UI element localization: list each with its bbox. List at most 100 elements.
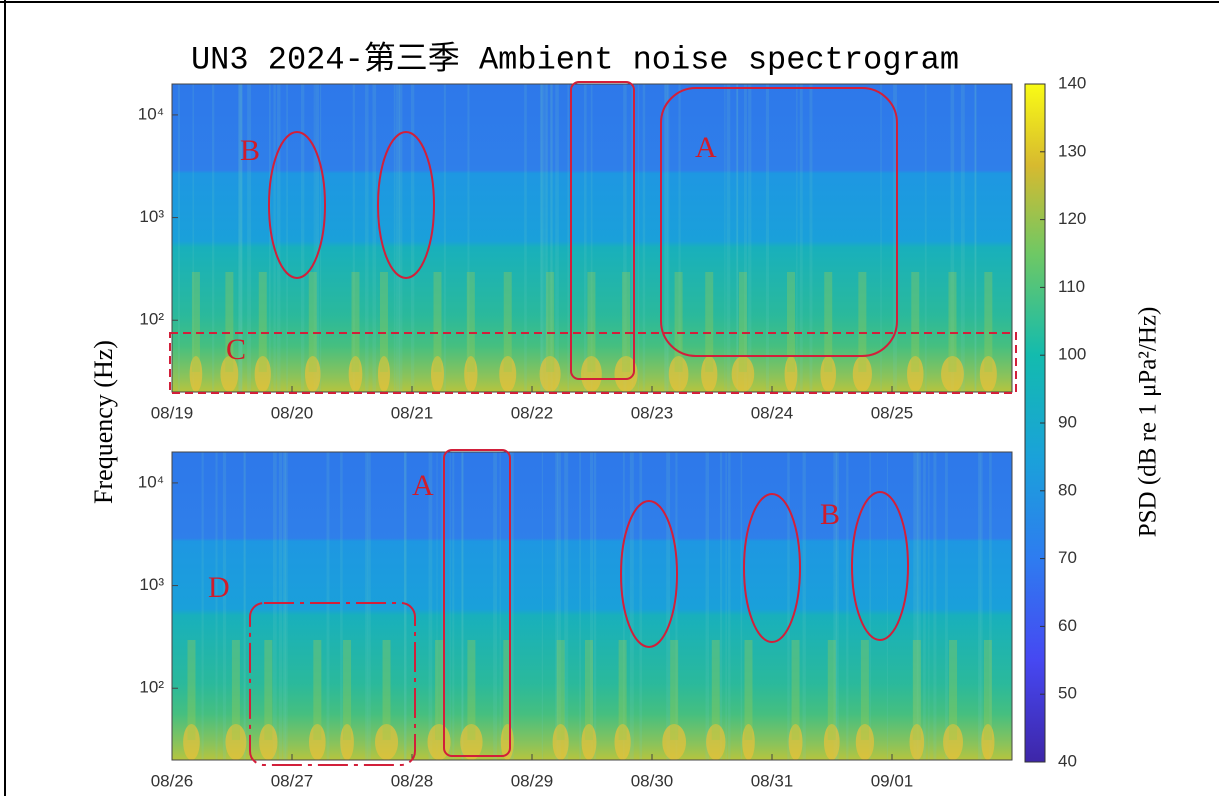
- texture: [466, 272, 475, 372]
- texture: [728, 452, 731, 760]
- texture: [320, 84, 322, 392]
- x-tick-label: 08/29: [511, 771, 554, 790]
- texture: [550, 84, 552, 392]
- x-tick-label: 08/25: [871, 403, 914, 422]
- texture: [913, 452, 917, 760]
- texture: [433, 272, 442, 372]
- axes: [171, 451, 1013, 761]
- texture: [396, 84, 400, 392]
- texture: [948, 272, 957, 372]
- texture: [240, 84, 242, 392]
- ellipse: [377, 131, 435, 279]
- texture: [238, 84, 243, 392]
- texture: [546, 84, 549, 392]
- texture: [855, 724, 875, 760]
- texture: [788, 724, 803, 760]
- texture: [374, 724, 399, 760]
- texture: [784, 356, 798, 392]
- x-tick-label: 08/22: [511, 403, 554, 422]
- box: [660, 87, 898, 357]
- annotation: A: [695, 131, 717, 164]
- texture: [268, 84, 271, 392]
- texture: [286, 84, 288, 392]
- texture: [941, 356, 964, 392]
- texture: [244, 452, 246, 760]
- texture: [743, 84, 747, 392]
- texture: [665, 84, 668, 392]
- colorbar-label: PSD (dB re 1 μPa²/Hz): [1135, 307, 1162, 538]
- x-tick-label: 08/21: [391, 403, 434, 422]
- texture: [796, 84, 798, 392]
- texture: [787, 452, 790, 760]
- x-tick-label: 08/23: [631, 403, 674, 422]
- ellipse: [268, 131, 326, 279]
- texture: [544, 84, 547, 392]
- colorbar-tick-label: 120: [1058, 209, 1086, 228]
- texture: [372, 84, 377, 392]
- texture: [231, 640, 240, 740]
- texture: [201, 452, 204, 760]
- colorbar-tick-label: 110: [1058, 277, 1085, 296]
- texture: [436, 452, 438, 760]
- texture: [979, 356, 997, 392]
- texture: [662, 724, 687, 760]
- texture: [916, 452, 921, 760]
- texture: [452, 452, 455, 760]
- texture: [460, 724, 483, 760]
- texture: [258, 272, 267, 372]
- texture: [893, 84, 897, 392]
- texture: [555, 84, 559, 392]
- texture: [309, 724, 326, 760]
- colorbar-tick-label: 70: [1058, 548, 1077, 567]
- texture: [348, 356, 363, 392]
- texture: [430, 356, 445, 392]
- texture: [493, 452, 497, 760]
- y-tick-label: 10²: [139, 678, 164, 697]
- texture: [539, 356, 561, 392]
- texture: [809, 84, 813, 392]
- colorbar-tick-label: 60: [1058, 616, 1077, 635]
- texture: [675, 452, 678, 760]
- texture: [981, 724, 995, 760]
- x-tick-label: 08/19: [151, 403, 194, 422]
- ellipse: [851, 491, 909, 641]
- annotation: B: [820, 498, 840, 531]
- texture: [259, 724, 278, 760]
- colorbar-tick-label: 90: [1058, 412, 1077, 431]
- texture: [225, 272, 234, 372]
- texture: [933, 452, 937, 760]
- x-tick-label: 08/30: [631, 771, 674, 790]
- texture: [191, 272, 200, 372]
- texture: [467, 84, 470, 392]
- texture: [666, 452, 671, 760]
- texture: [706, 724, 726, 760]
- texture: [399, 84, 403, 392]
- y-tick-label: 10³: [139, 575, 164, 594]
- texture: [943, 724, 964, 760]
- texture: [340, 724, 354, 760]
- texture: [584, 640, 593, 740]
- texture: [928, 452, 930, 760]
- texture: [183, 724, 200, 760]
- texture: [701, 356, 718, 392]
- texture: [467, 640, 476, 740]
- texture: [791, 640, 800, 740]
- texture: [225, 724, 247, 760]
- box: [169, 332, 1017, 394]
- texture: [441, 452, 444, 760]
- texture: [220, 356, 239, 392]
- texture: [377, 356, 390, 392]
- texture: [731, 356, 755, 392]
- texture: [979, 452, 983, 760]
- annotation: C: [226, 333, 246, 366]
- texture: [631, 84, 634, 392]
- spectrogram: [172, 84, 1012, 392]
- texture: [435, 640, 444, 740]
- y-tick-label: 10³: [139, 207, 164, 226]
- texture: [678, 84, 681, 392]
- texture: [823, 724, 840, 760]
- texture: [705, 452, 710, 760]
- texture: [524, 84, 527, 392]
- texture: [614, 724, 631, 760]
